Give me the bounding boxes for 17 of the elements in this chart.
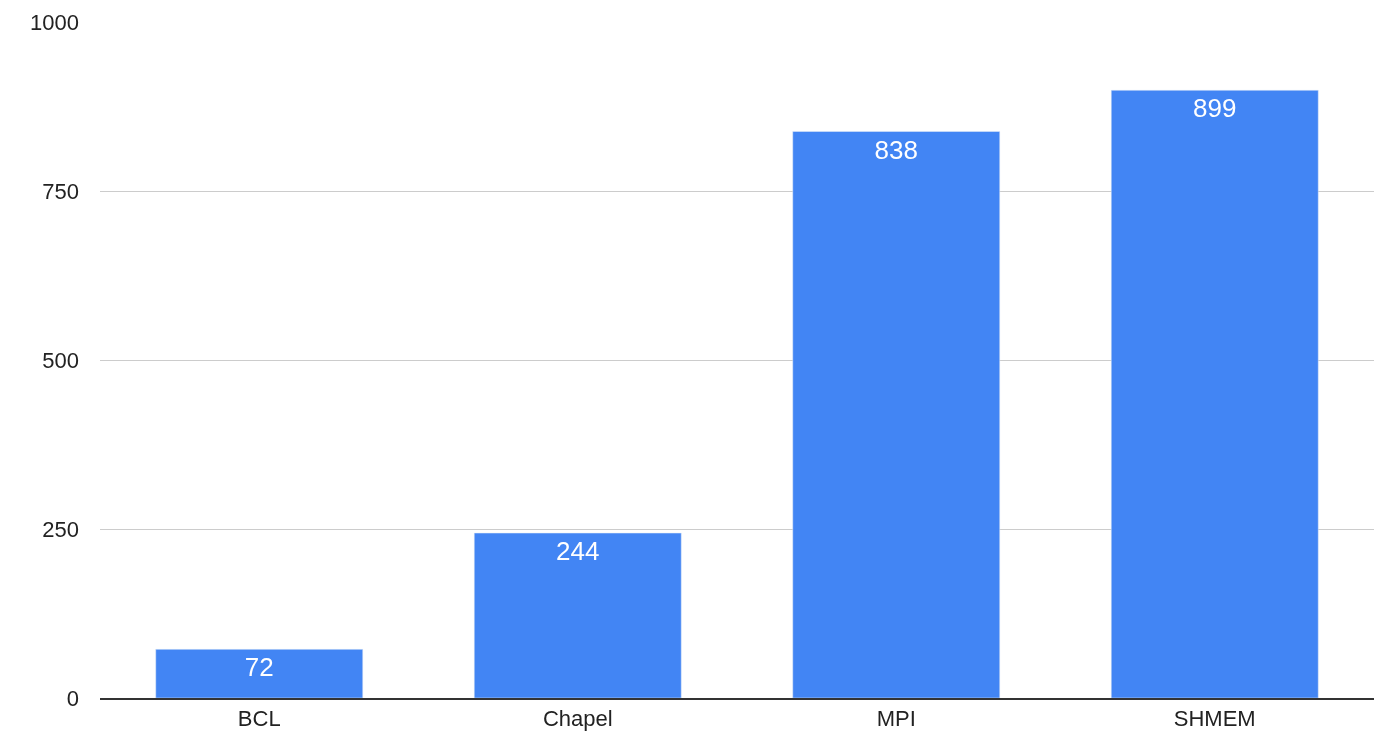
y-tick-label: 750 bbox=[42, 178, 79, 204]
y-tick-label: 0 bbox=[66, 685, 79, 711]
x-tick-label: MPI bbox=[876, 706, 916, 732]
x-tick-label: Chapel bbox=[542, 706, 613, 732]
bar bbox=[792, 131, 1001, 698]
y-tick-label: 1000 bbox=[30, 9, 79, 35]
data-label: 72 bbox=[244, 652, 274, 683]
data-label: 838 bbox=[874, 134, 918, 165]
x-tick-label: BCL bbox=[237, 706, 281, 732]
bar bbox=[1110, 90, 1319, 698]
data-label: 899 bbox=[1193, 93, 1237, 124]
bar bbox=[473, 532, 682, 698]
x-tick-label: SHMEM bbox=[1173, 706, 1256, 732]
data-label: 244 bbox=[556, 536, 600, 567]
y-tick-label: 500 bbox=[42, 347, 79, 373]
y-tick-label: 250 bbox=[42, 516, 79, 542]
bar bbox=[155, 649, 364, 698]
